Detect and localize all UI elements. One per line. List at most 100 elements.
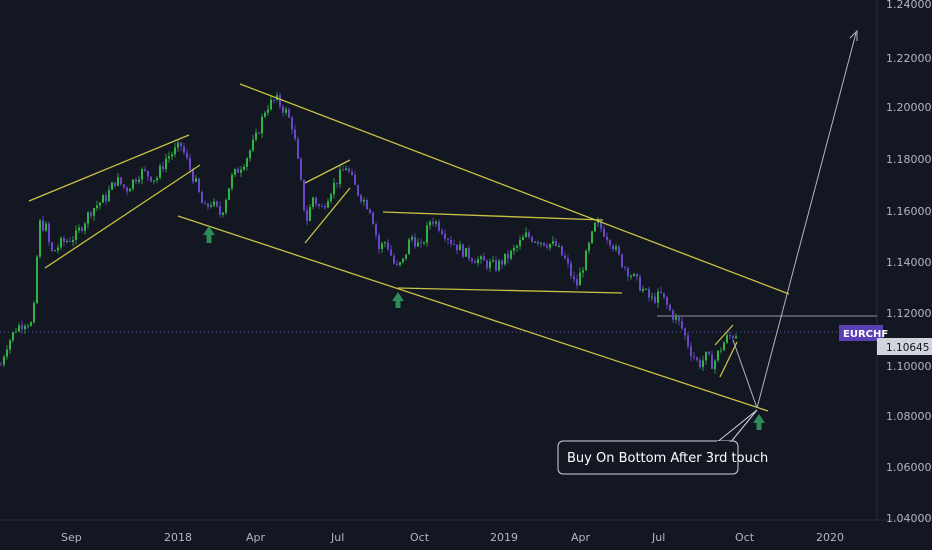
- last-price-label: 1.10645: [886, 342, 929, 354]
- projection-path[interactable]: [732, 29, 858, 409]
- trendline-flag-lower[interactable]: [304, 187, 351, 244]
- candle-body: [687, 335, 689, 347]
- candle-body: [672, 310, 674, 320]
- candle-body: [681, 321, 683, 329]
- candle-body: [339, 169, 341, 184]
- trendlines[interactable]: [28, 83, 790, 412]
- candle-body: [381, 243, 383, 250]
- candle-body: [282, 106, 284, 113]
- candle-body: [678, 317, 680, 322]
- candle-body: [645, 288, 647, 290]
- candle-body: [696, 357, 698, 360]
- trendline-range-top[interactable]: [382, 211, 604, 221]
- candle-body: [144, 169, 146, 171]
- candle-body: [363, 200, 365, 202]
- candle-body: [549, 243, 551, 248]
- candle-body: [111, 182, 113, 190]
- candle-body: [33, 303, 35, 323]
- projection-down-segment[interactable]: [732, 339, 758, 409]
- candle-body: [96, 205, 98, 209]
- candle-body: [66, 240, 68, 242]
- candle-body: [186, 152, 188, 159]
- candle-body: [27, 325, 29, 327]
- candle-body: [84, 223, 86, 231]
- candle-body: [171, 154, 173, 157]
- candle-body: [297, 138, 299, 159]
- candle-body: [60, 238, 62, 248]
- candle-body: [63, 238, 65, 242]
- candle-body: [18, 325, 20, 332]
- candle-body: [675, 317, 677, 320]
- x-tick-label: Oct: [410, 531, 430, 544]
- candle-body: [495, 260, 497, 271]
- candle-body: [342, 169, 344, 171]
- y-tick-label: 1.22000: [886, 52, 932, 65]
- candle-body: [93, 208, 95, 216]
- y-tick-label: 1.20000: [886, 101, 932, 114]
- candle-body: [36, 256, 38, 304]
- candle-body: [54, 250, 56, 252]
- candle-body: [432, 221, 434, 224]
- candle-body: [540, 242, 542, 244]
- annotation-callout[interactable]: Buy On Bottom After 3rd touch: [557, 409, 768, 475]
- y-tick-label: 1.10000: [886, 360, 932, 373]
- candle-body: [465, 247, 467, 257]
- x-tick-label: Sep: [61, 531, 82, 544]
- candle-body: [441, 230, 443, 235]
- candle-body: [510, 250, 512, 259]
- candle-body: [57, 247, 59, 251]
- candle-body: [735, 336, 737, 339]
- candle-body: [393, 255, 395, 264]
- candle-body: [288, 109, 290, 118]
- candle-body: [576, 279, 578, 286]
- trendline-rising-lower[interactable]: [44, 164, 201, 269]
- candle-body: [264, 112, 266, 117]
- candle-body: [228, 188, 230, 201]
- trendline-flag-upper[interactable]: [304, 159, 351, 184]
- candle-body: [315, 197, 317, 205]
- candle-body: [648, 288, 650, 298]
- candle-body: [105, 195, 107, 202]
- candle-body: [9, 340, 11, 350]
- candle-body: [240, 169, 242, 173]
- candle-body: [198, 178, 200, 192]
- trendline-channel-lower[interactable]: [177, 215, 769, 412]
- candle-body: [318, 204, 320, 206]
- candle-body: [117, 177, 119, 186]
- candle-body: [0, 364, 2, 366]
- trendline-small-lower[interactable]: [719, 341, 738, 378]
- candle-body: [528, 232, 530, 238]
- candle-body: [48, 223, 50, 243]
- candle-body: [642, 288, 644, 291]
- candle-body: [453, 243, 455, 245]
- candle-body: [108, 189, 110, 202]
- candle-body: [669, 304, 671, 311]
- candle-body: [603, 228, 605, 237]
- candle-body: [480, 256, 482, 260]
- trendline-range-bottom[interactable]: [397, 287, 623, 294]
- candle-body: [555, 241, 557, 247]
- candle-body: [321, 205, 323, 207]
- trendline-small-upper[interactable]: [714, 324, 734, 346]
- candle-body: [732, 336, 734, 339]
- candle-body: [51, 242, 53, 251]
- candle-body: [600, 221, 602, 229]
- candle-body: [69, 240, 71, 242]
- candle-body: [591, 231, 593, 243]
- trendline-rising-upper[interactable]: [28, 134, 190, 202]
- candle-body: [705, 351, 707, 361]
- candle-body: [252, 139, 254, 151]
- candle-body: [492, 260, 494, 262]
- candle-body: [333, 182, 335, 195]
- trendline-channel-upper[interactable]: [239, 83, 790, 295]
- candle-body: [612, 245, 614, 250]
- candle-body: [624, 267, 626, 269]
- projection-up-segment[interactable]: [756, 32, 857, 409]
- candle-body: [582, 270, 584, 273]
- candle-body: [552, 241, 554, 244]
- candle-body: [168, 156, 170, 159]
- candle-body: [249, 150, 251, 159]
- candle-body: [468, 247, 470, 259]
- candle-body: [210, 205, 212, 207]
